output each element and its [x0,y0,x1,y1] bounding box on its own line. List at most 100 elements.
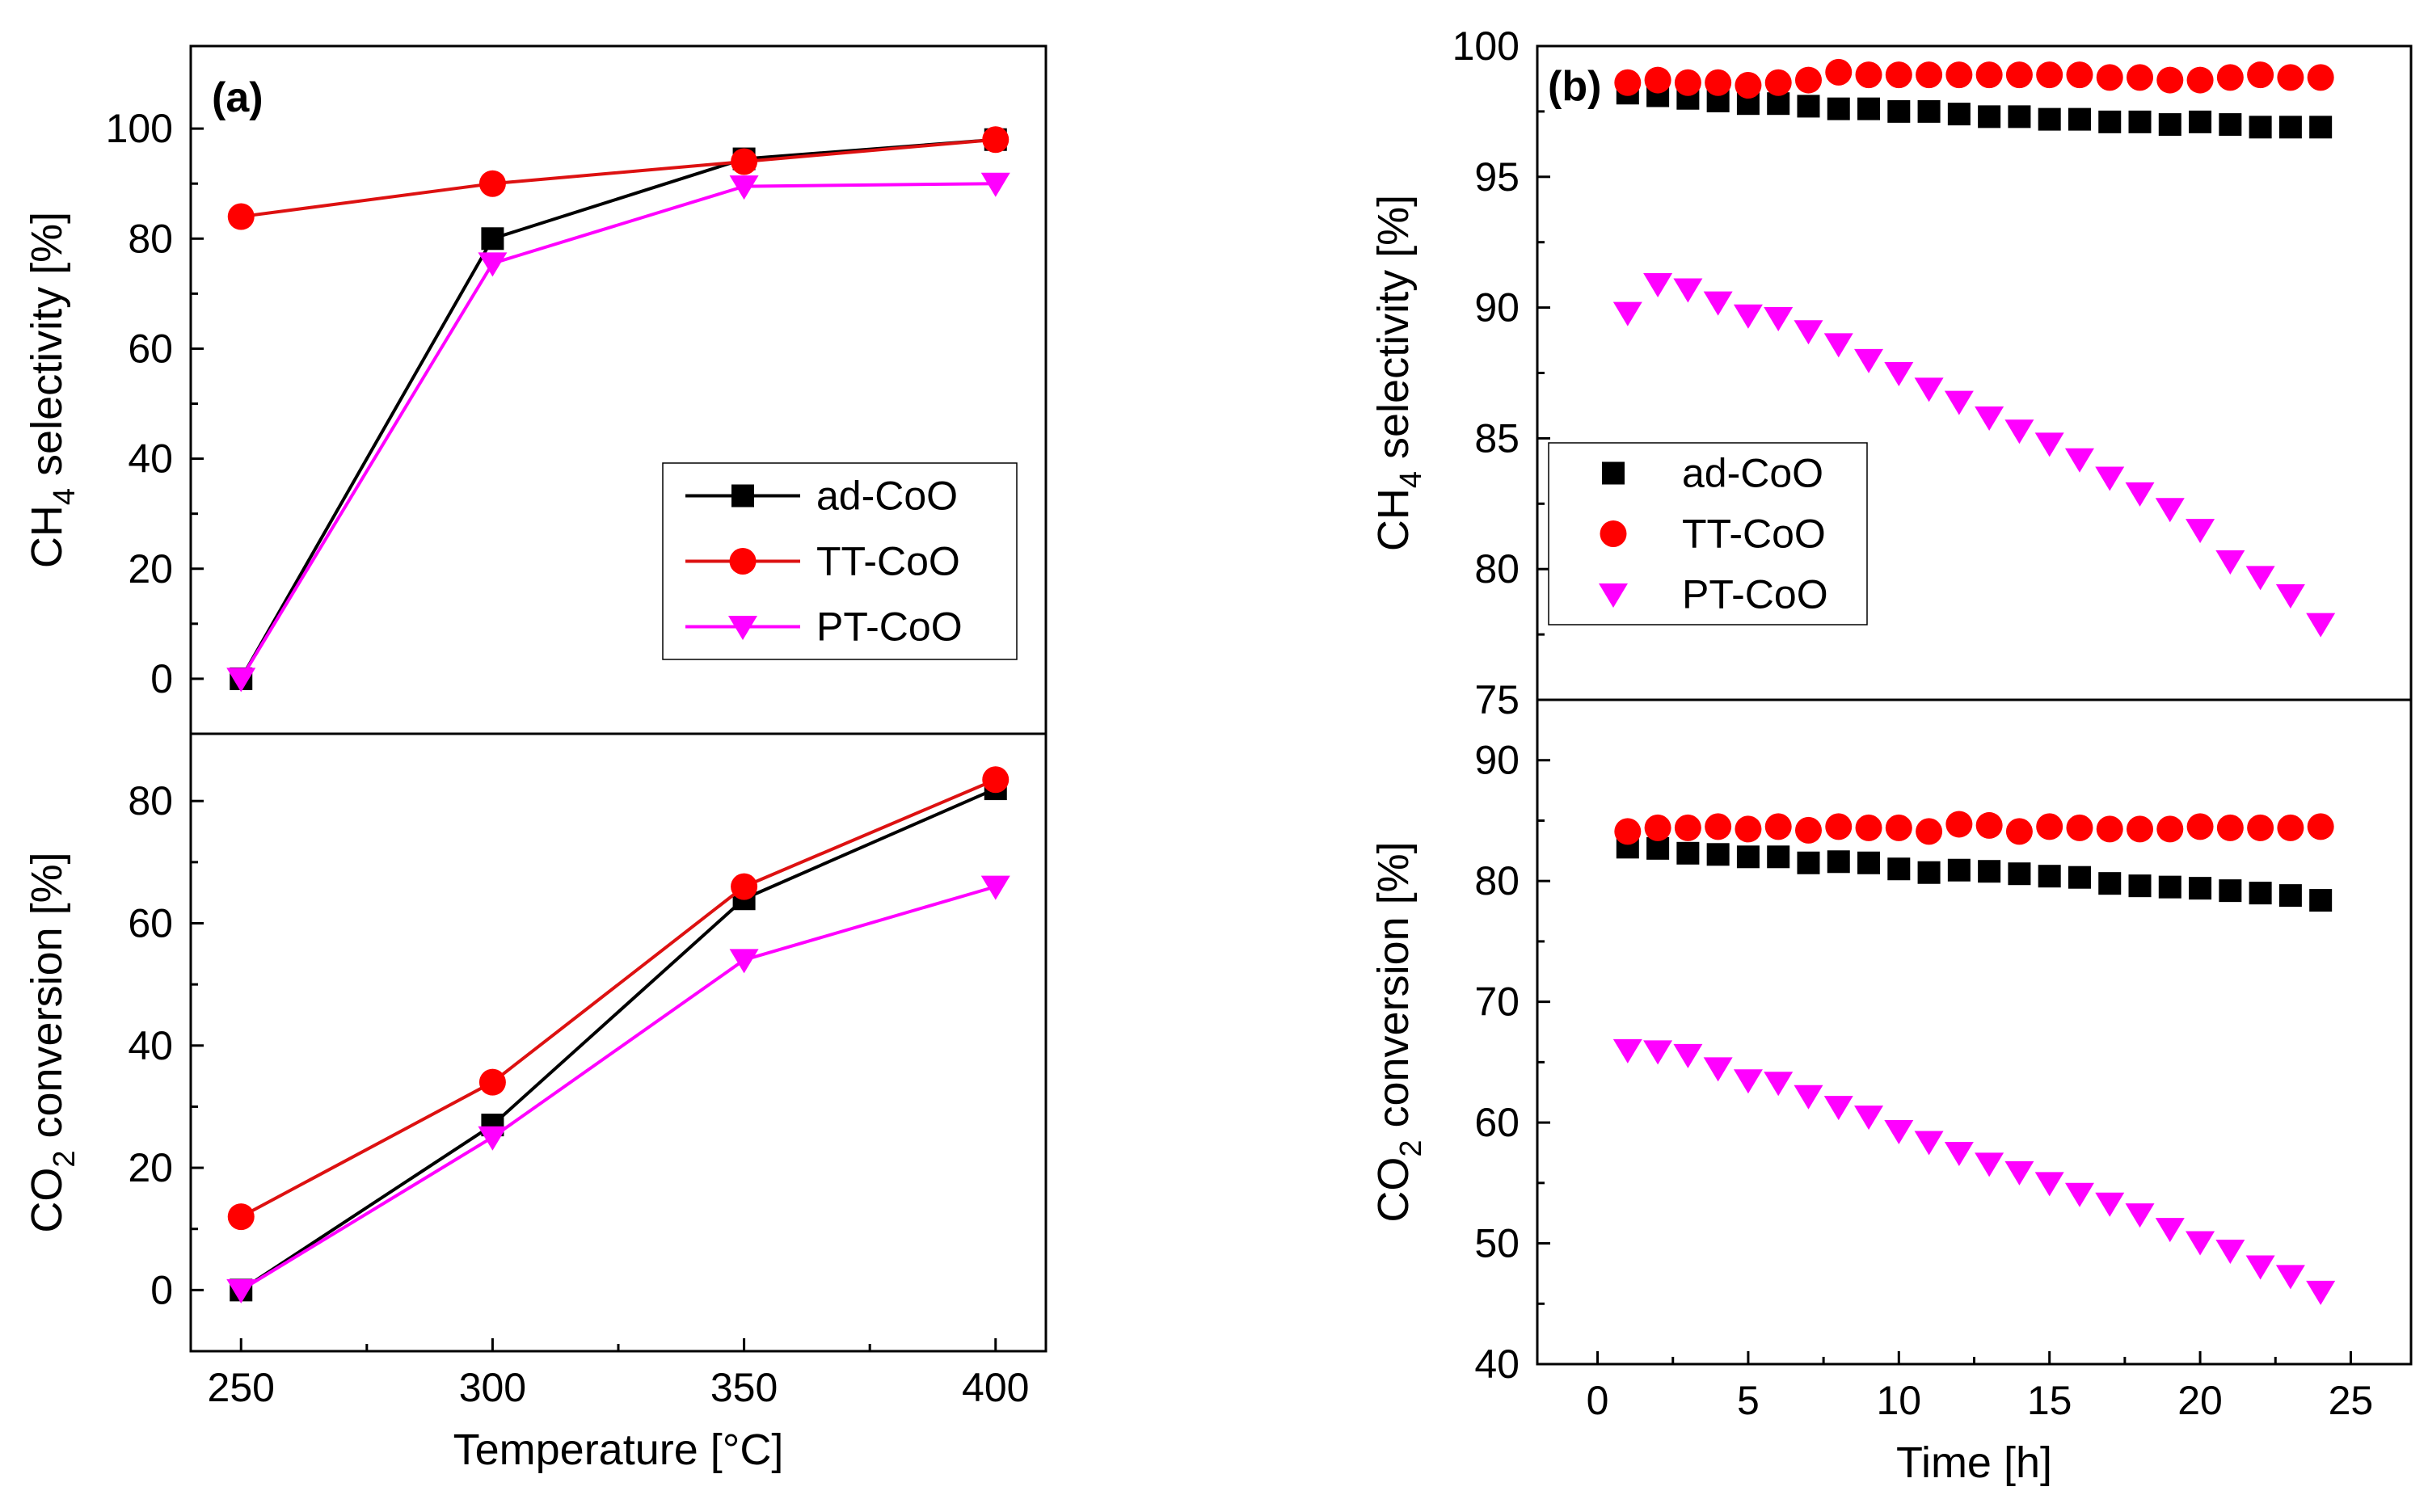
data-point [1644,814,1671,841]
y-tick-label: 100 [1452,23,1520,69]
data-point [2186,1231,2215,1256]
data-point [1703,1057,1733,1082]
data-point [1975,1152,2004,1177]
data-point [1825,58,1853,86]
data-point [2156,66,2184,94]
y-axis-label: CO2 conversion [%] [23,852,82,1232]
data-point [1855,814,1882,841]
legend-label: PT-CoO [816,604,963,650]
data-point [2034,432,2064,457]
data-point [2066,61,2093,89]
x-axis-label: Temperature [°C] [453,1426,784,1474]
series-ad [230,777,1007,1302]
legend-label: ad-CoO [1682,451,1823,496]
data-point [1733,304,1763,329]
data-point [1914,1131,1944,1156]
series-tt [1614,811,2334,845]
data-point [1673,1043,1703,1068]
y-tick-label: 95 [1474,154,1520,200]
legend-label: ad-CoO [816,474,958,519]
data-point [2155,498,2185,523]
x-tick-label: 300 [459,1365,526,1410]
series-ad [1616,82,2333,139]
legend-marker [728,616,757,640]
x-tick-label: 15 [2027,1378,2072,1423]
data-point [2034,1172,2064,1197]
data-point [1945,811,1973,838]
data-point [2158,875,2181,899]
y-tick-label: 0 [150,1267,173,1312]
data-point [2309,889,2333,912]
series-line [239,182,996,680]
y-tick-label: 75 [1474,677,1520,722]
data-point [1794,66,1822,94]
data-point [226,1278,256,1304]
y-tick-label: 90 [1474,285,1520,331]
panel-a-bottom: 0 20 40 60 80 250 300 350 400 Temperature [°C] CO2… [23,732,1047,1474]
y-tick-label: 90 [1474,738,1520,783]
y-tick-label: 60 [1474,1100,1520,1145]
data-point [2219,879,2242,903]
legend-label: TT-CoO [1682,512,1826,557]
data-point [1884,362,1914,386]
y-tick-label: 40 [1474,1341,1520,1387]
data-point [227,203,255,230]
data-point [1612,1038,1642,1063]
panel-b-bottom: 40 50 60 70 80 90 0 5 10 15 20 25 Time [h] CO2 conver… [1369,698,2413,1487]
data-point [1855,61,1882,89]
panel-tag: (b) [1548,63,1601,110]
data-point [1794,1085,1823,1110]
series-pt [226,875,1010,1304]
data-point [982,766,1010,794]
data-point [2005,818,2033,845]
data-point [2249,116,2272,139]
data-point [478,1126,508,1151]
data-point [1945,61,1973,89]
x-tick-label: 5 [1737,1378,1760,1423]
data-point [2306,1280,2336,1305]
data-point [2155,1218,2185,1243]
y-tick-label: 85 [1474,415,1520,461]
y-tick-label: 60 [128,326,173,371]
data-point [2189,110,2212,133]
data-point [1705,813,1732,840]
data-point [1857,97,1881,120]
y-axis-label: CH4 selectivity [%] [23,212,82,568]
data-point [2095,466,2125,491]
data-point [2219,113,2242,137]
legend-label: TT-CoO [816,539,960,584]
y-tick-label: 70 [1474,979,1520,1025]
data-point [1887,99,1911,123]
data-point [1643,272,1673,297]
data-point [1735,815,1762,843]
legend-marker [1600,520,1627,547]
data-point [1944,390,1974,415]
data-point [1614,69,1642,96]
data-point [2125,1203,2155,1228]
data-point [1916,818,1943,845]
legend-label: PT-CoO [1682,572,1828,617]
data-point [1764,69,1792,96]
data-point [2215,550,2245,575]
series-pt [226,172,1010,693]
data-point [1947,103,1971,126]
data-point [2038,107,2061,131]
data-point [1614,818,1642,845]
data-point [2307,64,2334,91]
legend-marker [1599,583,1628,608]
data-point [1885,814,1912,841]
data-point [2064,1182,2094,1207]
data-point [227,1203,255,1231]
data-point [1823,333,1853,358]
data-point [2064,448,2094,473]
data-point [2127,64,2154,91]
data-point [2036,813,2063,840]
panel-a-top: 0 20 40 60 80 100 CH4 selectivity [%] (a) ad-CoO… [23,44,1047,735]
data-point [2008,105,2031,128]
data-point [2004,419,2034,444]
data-point [2249,882,2272,905]
data-point [1823,1096,1853,1121]
data-point [2004,1160,2034,1186]
data-point [478,1068,506,1096]
